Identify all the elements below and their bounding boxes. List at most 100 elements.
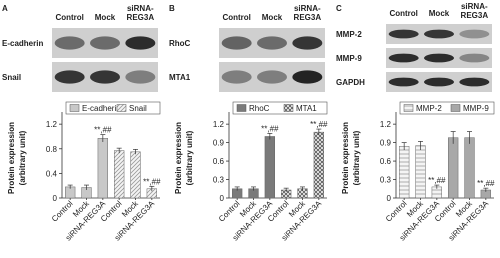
blot-row-label: Snail — [2, 73, 21, 82]
legend-swatch — [236, 104, 247, 112]
error-bar — [418, 141, 423, 150]
significance-mark: **,## — [261, 124, 279, 133]
legend-swatch — [450, 104, 461, 112]
blot-row-label: MMP-2 — [336, 30, 362, 39]
error-bar — [149, 185, 155, 192]
blot-lane-label: Control — [389, 9, 417, 18]
legend-label: MMP-9 — [463, 104, 489, 113]
blot-lane-label: Mock — [429, 9, 450, 18]
blot-band — [424, 77, 454, 87]
blot-band — [388, 29, 419, 39]
error-bar — [251, 186, 256, 191]
legend-swatch — [403, 104, 414, 112]
panel-label: B — [169, 4, 175, 13]
legend-swatch — [116, 104, 127, 112]
legend-swatch — [283, 104, 294, 112]
blot-row-label: RhoC — [169, 39, 191, 48]
blot-lane-label: REG3A — [127, 13, 155, 22]
legend-box — [65, 101, 161, 115]
legend-label: MMP-2 — [416, 104, 442, 113]
significance-mark: **,## — [143, 177, 161, 186]
legend-label: Snail — [129, 104, 147, 113]
error-bar — [133, 149, 138, 155]
bar — [130, 151, 141, 199]
blot-row-label: MMP-9 — [336, 54, 362, 63]
y-tick-label: 0.8 — [46, 145, 58, 154]
error-bar — [84, 184, 89, 190]
y-axis-title: (arbitrary unit) — [352, 130, 361, 185]
blot-band — [459, 29, 490, 39]
bar — [464, 137, 475, 199]
panel-label: C — [336, 4, 342, 13]
y-tick-label: 0.6 — [380, 157, 392, 166]
y-tick-label: 0.6 — [213, 157, 225, 166]
error-bar — [316, 128, 322, 136]
y-axis-title: Protein expression — [174, 122, 183, 194]
significance-mark: **,## — [94, 126, 112, 135]
blot-row-label: E-cadherin — [2, 39, 43, 48]
error-bar — [267, 133, 273, 140]
blot-band — [459, 77, 490, 87]
error-bar — [283, 187, 289, 192]
y-tick-label: 1.2 — [380, 120, 392, 129]
error-bar — [300, 186, 305, 191]
y-axis-title: (arbitrary unit) — [185, 130, 194, 185]
bar — [399, 146, 410, 199]
blot-band — [388, 53, 419, 63]
bar — [97, 138, 108, 199]
blot-lane-label: Mock — [95, 13, 116, 22]
blot-band — [459, 53, 490, 63]
blot-band — [125, 70, 156, 84]
blot-band — [90, 36, 120, 50]
bar — [415, 145, 426, 199]
blot-band — [257, 70, 287, 84]
blot-band — [221, 70, 252, 84]
y-tick-label: 1.2 — [46, 120, 58, 129]
blot-band — [388, 77, 419, 87]
blot-band — [424, 29, 454, 39]
blot-lane-label: Control — [55, 13, 83, 22]
legend-label: RhoC — [249, 104, 270, 113]
y-tick-label: 1.2 — [213, 120, 225, 129]
error-bar — [100, 134, 106, 142]
blot-band — [292, 70, 323, 84]
bar — [448, 137, 459, 199]
y-tick-label: 0 — [53, 194, 58, 203]
blot-row-label: MTA1 — [169, 73, 191, 82]
blot-band — [54, 36, 85, 50]
y-axis-title: (arbitrary unit) — [18, 130, 27, 185]
bar — [114, 150, 125, 199]
blot-band — [257, 36, 287, 50]
error-bar — [434, 184, 440, 189]
legend-swatch — [69, 104, 80, 112]
blot-lane-label: siRNA- — [461, 2, 488, 11]
error-bar — [116, 147, 122, 154]
panel-label: A — [2, 4, 8, 13]
blot-lane-label: siRNA- — [127, 4, 154, 13]
error-bar — [467, 131, 472, 144]
error-bar — [234, 186, 240, 191]
error-bar — [67, 184, 73, 189]
blot-band — [292, 36, 323, 50]
bar — [313, 131, 324, 199]
blot-lane-label: Control — [222, 13, 250, 22]
y-tick-label: 0.3 — [380, 176, 392, 185]
blot-lane-label: Mock — [262, 13, 283, 22]
blot-lane-label: REG3A — [294, 13, 322, 22]
legend-box — [232, 101, 328, 115]
error-bar — [401, 142, 407, 150]
y-tick-label: 0.4 — [46, 169, 58, 178]
legend-label: MTA1 — [296, 104, 317, 113]
blot-band — [424, 53, 454, 63]
y-tick-label: 0.3 — [213, 176, 225, 185]
error-bar — [450, 131, 456, 144]
blot-lane-label: siRNA- — [294, 4, 321, 13]
y-axis-title: Protein expression — [7, 122, 16, 194]
blot-row-label: GAPDH — [336, 78, 365, 87]
y-tick-label: 0 — [387, 194, 392, 203]
legend-box — [399, 101, 495, 115]
error-bar — [483, 187, 489, 192]
y-tick-label: 0 — [220, 194, 225, 203]
legend-label: E-cadherin — [82, 104, 121, 113]
